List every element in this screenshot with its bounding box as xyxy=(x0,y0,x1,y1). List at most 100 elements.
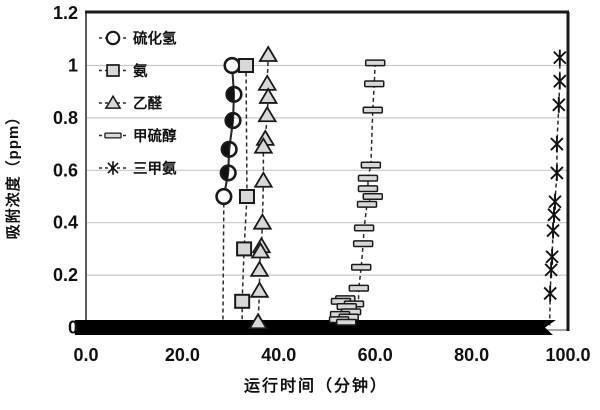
asterisk-marker xyxy=(548,193,562,210)
hbar-marker xyxy=(360,161,382,169)
square-marker xyxy=(238,58,255,73)
x-tick-label: 100.0 xyxy=(545,345,590,365)
hbar-shape xyxy=(104,132,122,139)
asterisk-arm xyxy=(548,195,562,209)
square-shape xyxy=(238,58,255,73)
hbar-marker xyxy=(348,284,370,292)
triangle-marker xyxy=(253,171,274,188)
asterisk-arm xyxy=(550,137,564,151)
triangle-marker xyxy=(248,312,268,330)
triangle-shape xyxy=(249,260,270,277)
asterisk-marker xyxy=(550,136,564,153)
asterisk-marker xyxy=(543,285,557,302)
triangle-marker xyxy=(104,94,122,109)
hbar-marker xyxy=(356,200,378,208)
asterisk-arm xyxy=(553,50,567,65)
triangle-marker xyxy=(249,260,270,277)
asterisk-arm xyxy=(545,250,559,264)
hbar-marker xyxy=(362,106,384,114)
legend-label: 三甲氨 xyxy=(133,160,177,178)
y-tick-label: 0.8 xyxy=(53,108,78,128)
circle-marker xyxy=(223,56,241,75)
hbar-marker xyxy=(104,132,122,139)
hbar-shape xyxy=(348,284,370,292)
asterisk-marker xyxy=(553,73,567,90)
asterisk-arm xyxy=(553,74,567,88)
asterisk-arm xyxy=(552,98,566,112)
triangle-marker xyxy=(257,74,278,91)
legend-item: 甲硫醇 xyxy=(99,127,177,145)
triangle-shape xyxy=(257,74,278,91)
asterisk-arm xyxy=(543,286,557,301)
square-marker xyxy=(238,189,255,204)
series-line-square xyxy=(241,65,248,302)
triangle-marker xyxy=(258,45,279,62)
triangle-shape xyxy=(258,87,279,104)
legend-label: 乙醛 xyxy=(133,95,162,113)
y-tick-label: 0 xyxy=(68,318,78,338)
hbar-shape xyxy=(352,240,374,248)
x-tick-label: 20.0 xyxy=(165,345,200,365)
series-line-hbar xyxy=(358,62,376,289)
square-shape xyxy=(238,189,255,204)
triangle-shape xyxy=(250,241,271,259)
square-shape xyxy=(234,293,251,309)
triangle-marker xyxy=(249,281,270,298)
hbar-marker xyxy=(357,185,379,193)
y-tick-label: 0.4 xyxy=(53,213,78,233)
hbar-shape xyxy=(353,224,375,232)
triangle-marker xyxy=(253,136,274,154)
circle-marker xyxy=(220,140,238,158)
triangle-shape xyxy=(257,105,278,123)
hbar-shape xyxy=(350,263,372,271)
circle-ring xyxy=(223,56,241,75)
circle-marker xyxy=(224,111,242,130)
hbar-marker xyxy=(352,240,374,248)
circle-ring xyxy=(219,164,237,182)
x-axis-title: 运行时间（分钟） xyxy=(243,378,388,395)
asterisk-marker xyxy=(550,164,564,181)
asterisk-arm xyxy=(547,208,561,222)
hbar-shape xyxy=(356,200,378,208)
y-tick-label: 1.2 xyxy=(53,3,78,23)
square-marker xyxy=(106,64,120,77)
x-tick-label: 60.0 xyxy=(358,345,393,365)
y-tick-label: 1 xyxy=(68,56,78,76)
circle-ring xyxy=(225,85,243,103)
legend-item: 硫化氢 xyxy=(99,30,177,48)
asterisk-marker xyxy=(553,49,567,66)
triangle-marker xyxy=(250,241,271,259)
triangle-shape xyxy=(253,171,274,188)
legend-item: 乙醛 xyxy=(99,95,162,113)
circle-marker xyxy=(225,85,243,103)
hbar-shape xyxy=(362,106,384,114)
hbar-shape xyxy=(360,161,382,169)
hbar-shape xyxy=(362,192,384,201)
triangle-shape xyxy=(248,312,268,330)
asterisk-marker xyxy=(107,161,119,175)
hbar-marker xyxy=(362,192,384,201)
hbar-shape xyxy=(357,185,379,193)
triangle-marker xyxy=(252,212,273,230)
triangle-shape xyxy=(252,212,273,230)
triangle-shape xyxy=(253,136,274,154)
asterisk-marker xyxy=(546,222,560,239)
hbar-shape xyxy=(364,59,386,67)
hbar-shape xyxy=(336,318,357,326)
x-tick-label: 0.0 xyxy=(73,345,98,365)
circle-marker xyxy=(219,164,237,182)
asterisk-arm xyxy=(107,162,119,174)
circle-marker xyxy=(215,187,233,206)
square-marker xyxy=(236,241,253,257)
circle-ring xyxy=(215,187,233,206)
square-shape xyxy=(106,64,120,77)
hbar-marker xyxy=(353,224,375,232)
triangle-marker xyxy=(258,87,279,104)
legend-item: 氨 xyxy=(99,62,148,80)
x-tick-label: 40.0 xyxy=(261,345,296,365)
asterisk-arm xyxy=(550,166,564,180)
legend-item: 三甲氨 xyxy=(99,160,177,178)
triangle-shape xyxy=(258,45,279,62)
legend-label: 甲硫醇 xyxy=(133,127,177,145)
